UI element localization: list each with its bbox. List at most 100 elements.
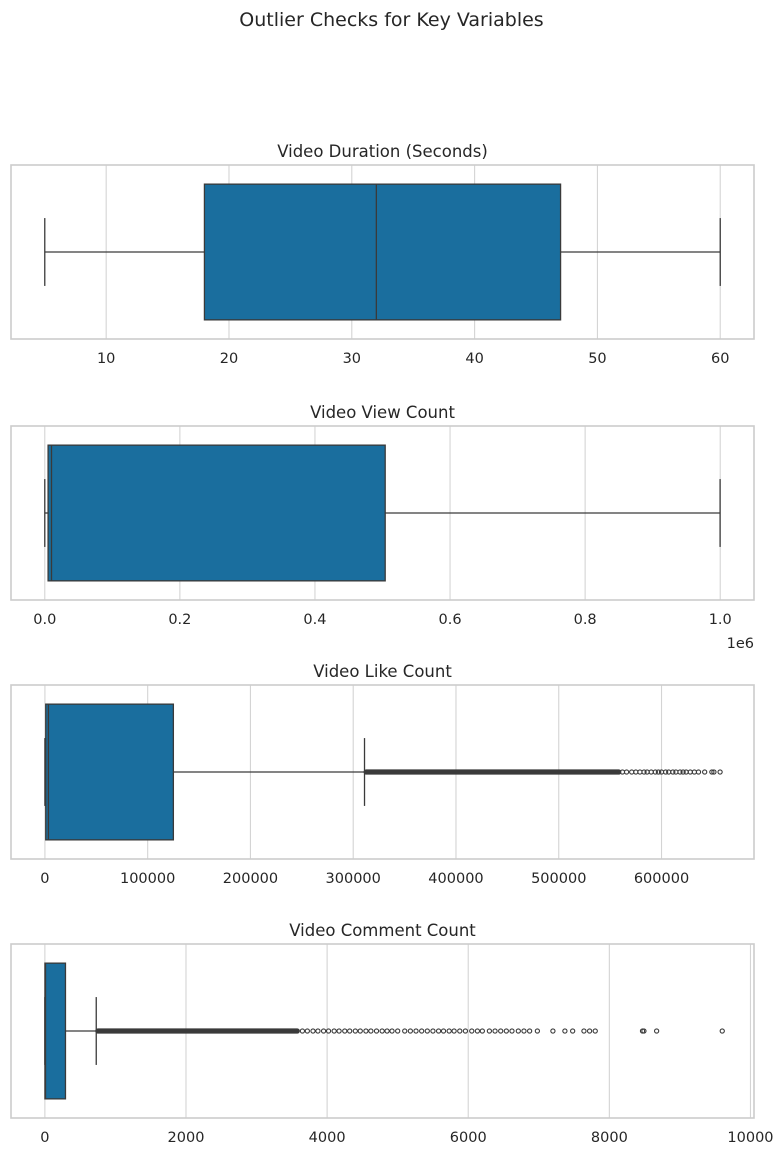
x-tick-label: 600000 bbox=[634, 871, 689, 887]
outlier-point bbox=[521, 1028, 527, 1034]
outlier-point bbox=[515, 1028, 521, 1034]
outlier-point bbox=[395, 1028, 401, 1034]
subplot-2: Video View Count 0.0 0.2 0.4 0.6 0.8 1.0 1e6 bbox=[10, 403, 755, 652]
x-tick-label: 60 bbox=[711, 351, 729, 367]
outlier-point bbox=[368, 1028, 374, 1034]
outlier-point bbox=[581, 1028, 587, 1034]
outlier-point bbox=[446, 1028, 452, 1034]
subplots: Video Duration (Seconds)10 20 30 40 50 60Vide… bbox=[10, 142, 774, 1146]
outlier-point bbox=[462, 1028, 469, 1034]
outlier-point bbox=[562, 1028, 568, 1034]
outlier-point bbox=[357, 1028, 363, 1034]
outlier-point bbox=[363, 1028, 369, 1034]
iqr-box bbox=[47, 444, 386, 582]
subplot-title: Video Comment Count bbox=[289, 921, 476, 940]
axis-offset-label: 1e6 bbox=[727, 636, 754, 652]
outlier-point bbox=[402, 1028, 408, 1034]
outlier-point bbox=[304, 1028, 311, 1034]
x-tick-label: 300000 bbox=[326, 871, 381, 887]
outlier-point bbox=[570, 1028, 576, 1034]
outlier-point bbox=[474, 1028, 481, 1034]
outlier-point bbox=[526, 1028, 533, 1034]
outlier-point bbox=[662, 769, 669, 775]
outlier-point bbox=[336, 1028, 342, 1034]
outlier-point bbox=[503, 1028, 509, 1034]
outlier-point bbox=[641, 1028, 647, 1034]
outlier-cluster bbox=[95, 1028, 300, 1034]
x-tick-label: 40 bbox=[465, 351, 483, 367]
x-tick-label: 0 bbox=[40, 871, 49, 887]
outlier-point bbox=[320, 1028, 327, 1034]
outlier-point bbox=[534, 1028, 541, 1034]
iqr-box bbox=[44, 962, 67, 1100]
x-tick-label: 6000 bbox=[450, 1130, 487, 1146]
outlier-point bbox=[379, 1028, 385, 1034]
outlier-point bbox=[509, 1028, 515, 1034]
outlier-point bbox=[498, 1028, 504, 1034]
x-tick-label: 1.0 bbox=[709, 612, 732, 628]
outlier-point bbox=[653, 1028, 660, 1034]
outlier-point bbox=[342, 1028, 348, 1034]
subplot-4: Video Comment Count 0 2000 4000 6000 8000 1000… bbox=[10, 921, 774, 1146]
outlier-point bbox=[680, 769, 686, 775]
x-tick-label: 8000 bbox=[591, 1130, 628, 1146]
x-tick-label: 4000 bbox=[309, 1130, 346, 1146]
outlier-point bbox=[299, 1028, 306, 1034]
outlier-point bbox=[435, 1028, 442, 1034]
outlier-point bbox=[641, 769, 647, 775]
x-tick-label: 0.2 bbox=[168, 612, 191, 628]
iqr-box bbox=[203, 183, 562, 321]
outlier-point bbox=[315, 1028, 321, 1034]
outlier-point bbox=[695, 769, 702, 775]
x-tick-label: 0 bbox=[40, 1130, 49, 1146]
outlier-point bbox=[652, 769, 658, 775]
outlier-point bbox=[677, 769, 683, 775]
outlier-point bbox=[457, 1028, 463, 1034]
x-tick-label: 0.0 bbox=[33, 612, 56, 628]
outlier-point bbox=[711, 769, 717, 775]
outlier-point bbox=[469, 1028, 475, 1034]
x-tick-label: 10000 bbox=[727, 1130, 773, 1146]
outlier-point bbox=[384, 1028, 390, 1034]
x-tick-label: 100000 bbox=[120, 871, 175, 887]
outlier-point bbox=[347, 1028, 353, 1034]
axes-frame bbox=[10, 684, 755, 860]
outlier-point bbox=[709, 769, 715, 775]
x-tick-label: 20 bbox=[220, 351, 238, 367]
x-tick-label: 0.8 bbox=[574, 612, 597, 628]
x-tick-label: 50 bbox=[588, 351, 606, 367]
x-tick-label: 500000 bbox=[531, 871, 586, 887]
subplot-3: Video Like Count 0 100000 200000 300000 40000… bbox=[10, 662, 755, 887]
outlier-point bbox=[719, 1028, 725, 1034]
subplot-title: Video Like Count bbox=[313, 662, 452, 681]
outlier-point bbox=[325, 1028, 332, 1034]
outlier-point bbox=[670, 769, 676, 775]
x-tick-label: 0.4 bbox=[303, 612, 326, 628]
outlier-point bbox=[373, 1028, 380, 1034]
outlier-point bbox=[413, 1028, 419, 1034]
outlier-point bbox=[352, 1028, 358, 1034]
figure-title: Outlier Checks for Key Variables bbox=[239, 9, 543, 31]
outlier-point bbox=[451, 1028, 457, 1034]
outlier-point bbox=[592, 1028, 598, 1034]
outlier-point bbox=[655, 769, 662, 775]
axes-frame bbox=[10, 164, 755, 340]
outlier-cluster bbox=[363, 769, 622, 775]
outlier-point bbox=[424, 1028, 430, 1034]
x-tick-label: 200000 bbox=[223, 871, 278, 887]
outlier-point bbox=[440, 1028, 447, 1034]
subplot-title: Video View Count bbox=[310, 403, 455, 422]
outlier-point bbox=[407, 1028, 414, 1034]
outlier-point bbox=[310, 1028, 316, 1034]
subplot-title: Video Duration (Seconds) bbox=[277, 142, 488, 161]
outlier-point bbox=[486, 1028, 493, 1034]
outlier-point bbox=[479, 1028, 485, 1034]
outlier-point bbox=[586, 1028, 593, 1034]
axes-frame bbox=[10, 425, 755, 601]
outlier-point bbox=[389, 1028, 395, 1034]
outlier-point bbox=[623, 769, 630, 775]
outlier-point bbox=[550, 1028, 556, 1034]
x-tick-label: 2000 bbox=[168, 1130, 205, 1146]
x-tick-label: 400000 bbox=[428, 871, 483, 887]
outlier-point bbox=[492, 1028, 498, 1034]
